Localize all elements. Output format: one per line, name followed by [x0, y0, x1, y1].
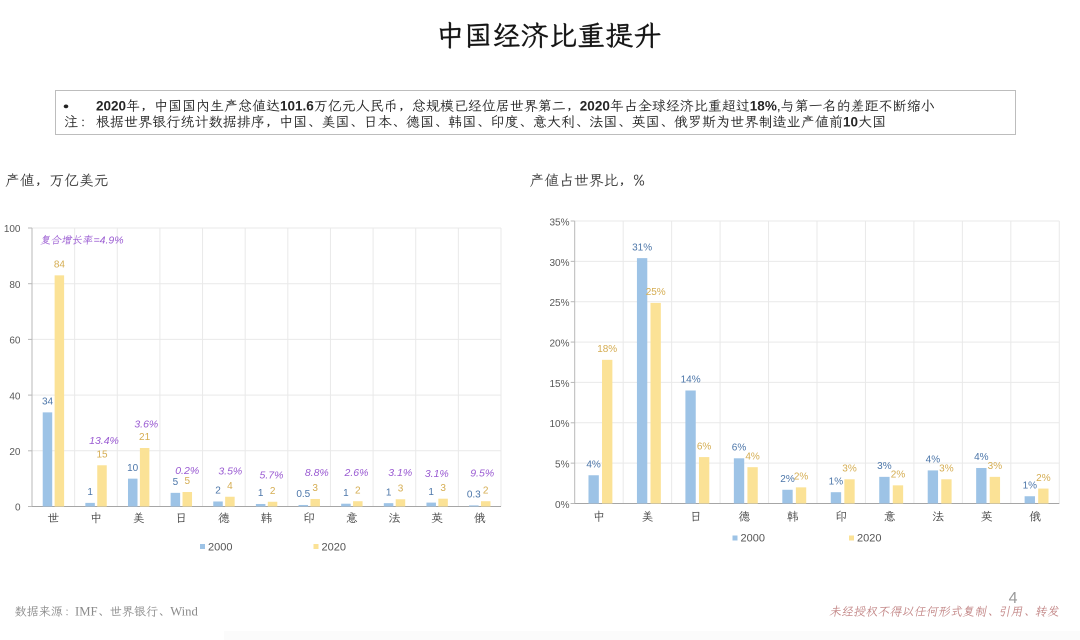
svg-text:101.6: 101.6: [280, 99, 314, 114]
svg-text:25%: 25%: [549, 298, 569, 309]
svg-text:20: 20: [9, 447, 21, 458]
svg-text:5%: 5%: [555, 460, 570, 471]
svg-text:4: 4: [1009, 590, 1018, 607]
svg-text:2000: 2000: [741, 533, 765, 545]
svg-text:2%: 2%: [1036, 473, 1051, 484]
svg-text:8.8%: 8.8%: [305, 467, 329, 479]
svg-text:3.1%: 3.1%: [425, 468, 449, 480]
svg-text:1%: 1%: [1023, 480, 1038, 491]
svg-text:20%: 20%: [549, 339, 569, 350]
svg-text:35%: 35%: [549, 217, 569, 228]
svg-text:4: 4: [227, 481, 233, 492]
svg-text:IMF: IMF: [75, 605, 98, 619]
svg-text:3: 3: [398, 484, 404, 495]
svg-text:1: 1: [87, 487, 93, 498]
svg-text:34: 34: [42, 397, 54, 408]
svg-text:0.3: 0.3: [467, 490, 481, 501]
svg-text:0.5: 0.5: [296, 489, 310, 500]
svg-text:1: 1: [258, 488, 264, 499]
svg-text:Wind: Wind: [170, 605, 198, 619]
svg-text:5: 5: [173, 477, 179, 488]
svg-text:3: 3: [440, 483, 446, 494]
svg-text:=4.9%: =4.9%: [94, 235, 124, 247]
svg-text:9.5%: 9.5%: [470, 468, 494, 480]
svg-text:2020: 2020: [857, 533, 881, 545]
svg-text:4%: 4%: [926, 455, 941, 466]
svg-text:25%: 25%: [646, 287, 666, 298]
svg-text:30%: 30%: [549, 258, 569, 269]
svg-text:40: 40: [9, 391, 21, 402]
svg-text:5.7%: 5.7%: [260, 470, 284, 482]
svg-text:100: 100: [4, 224, 21, 235]
svg-text:2020: 2020: [580, 99, 610, 114]
svg-text:2020: 2020: [96, 99, 126, 114]
svg-text:18%: 18%: [750, 99, 777, 114]
svg-text:3%: 3%: [988, 461, 1003, 472]
svg-text:3%: 3%: [842, 464, 857, 475]
svg-text:3.5%: 3.5%: [218, 466, 242, 478]
svg-text:13.4%: 13.4%: [89, 435, 119, 447]
svg-text:10%: 10%: [549, 419, 569, 430]
svg-text:21: 21: [139, 432, 151, 443]
svg-text:31%: 31%: [632, 242, 652, 253]
svg-text:18%: 18%: [597, 344, 617, 355]
svg-text:3%: 3%: [877, 461, 892, 472]
svg-text:15: 15: [96, 450, 108, 461]
svg-text:1: 1: [428, 487, 434, 498]
svg-text:84: 84: [54, 260, 66, 271]
svg-text:2%: 2%: [794, 472, 809, 483]
svg-text:10: 10: [843, 115, 858, 130]
svg-text:,: ,: [777, 99, 781, 114]
svg-text:6%: 6%: [697, 441, 712, 452]
svg-text:1: 1: [343, 488, 349, 499]
svg-text:2000: 2000: [208, 542, 232, 554]
svg-text:0%: 0%: [555, 500, 570, 511]
svg-text:2: 2: [355, 485, 361, 496]
svg-text:2020: 2020: [322, 542, 346, 554]
svg-text:80: 80: [9, 280, 21, 291]
svg-text:3: 3: [312, 483, 318, 494]
svg-text:15%: 15%: [549, 379, 569, 390]
svg-text:60: 60: [9, 336, 21, 347]
svg-text:14%: 14%: [681, 375, 701, 386]
svg-text:4%: 4%: [974, 452, 989, 463]
svg-text:2%: 2%: [780, 474, 795, 485]
svg-text:2: 2: [270, 486, 276, 497]
svg-text:2: 2: [215, 486, 221, 497]
svg-text:0: 0: [15, 503, 21, 514]
svg-text:3%: 3%: [939, 464, 954, 475]
svg-text:2%: 2%: [891, 470, 906, 481]
svg-text:1%: 1%: [829, 476, 844, 487]
svg-text:5: 5: [185, 476, 191, 487]
svg-text:4%: 4%: [586, 459, 601, 470]
svg-text:6%: 6%: [732, 443, 747, 454]
svg-text:2: 2: [483, 485, 489, 496]
svg-text:4%: 4%: [745, 451, 760, 462]
svg-text:10: 10: [127, 463, 139, 474]
svg-text:3.6%: 3.6%: [134, 419, 158, 431]
svg-text:1: 1: [386, 487, 392, 498]
svg-text:3.1%: 3.1%: [388, 467, 412, 479]
svg-text:2.6%: 2.6%: [344, 467, 369, 479]
svg-text:0.2%: 0.2%: [175, 465, 199, 477]
